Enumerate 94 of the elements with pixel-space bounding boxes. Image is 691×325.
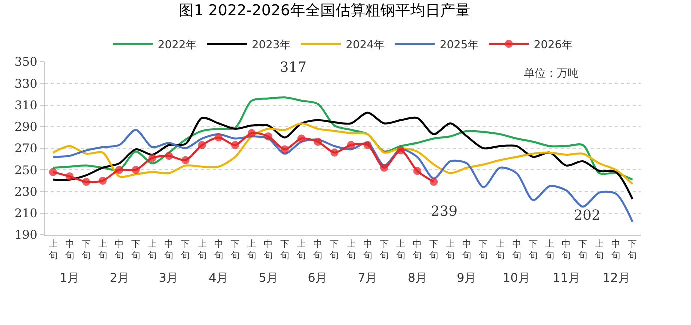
y-tick-label: 310	[14, 98, 38, 112]
x-tick-label: 下旬	[181, 240, 190, 262]
line-series	[52, 129, 634, 224]
x-tick-label: 上旬	[48, 238, 58, 262]
legend-label: 2024年	[346, 38, 385, 52]
x-tick-label: 中旬	[612, 238, 621, 262]
x-tick-label: 中旬	[562, 238, 571, 262]
y-tick-label: 230	[14, 184, 38, 199]
line-series	[52, 112, 634, 200]
x-tick-label: 中旬	[512, 238, 522, 262]
text: 12月	[603, 271, 630, 285]
y-tick-label: 350	[14, 55, 38, 70]
point	[414, 167, 422, 176]
x-tick-label: 下旬	[479, 240, 488, 262]
point	[98, 176, 107, 185]
point	[231, 141, 240, 150]
point	[264, 132, 272, 141]
point	[347, 141, 356, 150]
x-tick-label: 中旬	[214, 238, 224, 262]
x-tick-label: 上旬	[595, 238, 604, 262]
text: 5月	[259, 271, 279, 285]
x-tick-label: 下旬	[380, 240, 389, 262]
point	[214, 134, 223, 142]
x-tick-label: 下旬	[430, 240, 439, 262]
x-tick-label: 上旬	[396, 238, 406, 262]
x-tick-label: 中旬	[363, 238, 372, 262]
text: 3月	[159, 271, 179, 285]
y-tick-label: 270	[14, 142, 38, 156]
annotation: 239	[431, 204, 458, 220]
x-tick-label: 上旬	[148, 238, 158, 262]
point	[396, 146, 405, 155]
y-tick-label: 250	[14, 163, 38, 178]
x-tick-label: 下旬	[628, 240, 638, 262]
legend-label: 2026年	[534, 38, 573, 52]
text: 8月	[408, 271, 428, 285]
text: 9月	[457, 271, 477, 285]
x-tick-label: 下旬	[528, 240, 538, 262]
text: 6月	[308, 271, 328, 285]
y-tick-label: 290	[14, 120, 38, 134]
legend-label: 2022年	[158, 38, 197, 52]
line-series	[52, 122, 634, 186]
legend-label: 2025年	[440, 38, 479, 52]
x-tick-label: 下旬	[230, 240, 240, 262]
point	[248, 129, 256, 138]
point	[82, 178, 90, 186]
x-tick-label: 下旬	[330, 240, 340, 262]
x-tick-label: 下旬	[82, 240, 91, 262]
point	[148, 154, 157, 162]
point	[198, 141, 206, 150]
point	[380, 164, 388, 172]
x-tick-label: 下旬	[280, 240, 290, 262]
x-tick-label: 上旬	[545, 238, 554, 262]
x-tick-label: 中旬	[413, 238, 422, 262]
annotation: 317	[280, 60, 307, 76]
x-tick-label: 中旬	[65, 238, 74, 262]
x-tick-label: 中旬	[314, 238, 323, 262]
x-tick-label: 下旬	[132, 240, 141, 262]
text: 4月	[209, 271, 229, 285]
x-tick-label: 中旬	[264, 238, 273, 262]
y-tick-label: 210	[14, 206, 38, 221]
x-tick-label: 上旬	[198, 238, 207, 262]
chart-title: 图1 2022-2026年全国估算粗钢平均日产量	[179, 1, 470, 20]
point	[430, 178, 438, 186]
point	[182, 156, 190, 164]
point	[116, 166, 124, 174]
point	[314, 138, 322, 146]
text: 2月	[110, 271, 130, 285]
x-tick-label: 中旬	[164, 238, 174, 262]
text: 1月	[60, 271, 80, 285]
x-tick-label: 上旬	[446, 238, 456, 262]
x-tick-label: 中旬	[462, 238, 472, 262]
x-tick-label: 上旬	[496, 238, 505, 262]
legend-label: 2023年	[252, 38, 291, 52]
point	[298, 134, 306, 143]
point	[165, 152, 174, 160]
point	[281, 146, 290, 154]
annotation: 202	[574, 208, 601, 224]
text: 7月	[358, 271, 378, 285]
x-tick-label: 下旬	[578, 240, 588, 262]
y-tick-label: 190	[14, 228, 38, 242]
x-tick-label: 上旬	[346, 238, 356, 262]
text: 11月	[553, 271, 580, 285]
point	[49, 168, 58, 176]
point	[330, 148, 339, 157]
text: 10月	[503, 271, 530, 285]
point	[66, 172, 74, 181]
point	[132, 166, 140, 174]
x-tick-label: 中旬	[115, 238, 124, 262]
x-tick-label: 上旬	[98, 238, 108, 262]
x-tick-label: 上旬	[247, 238, 256, 262]
x-tick-label: 上旬	[297, 238, 306, 262]
y-axis-title: 单位：万吨	[524, 67, 579, 80]
y-tick-label: 330	[14, 76, 38, 91]
point	[364, 141, 372, 150]
